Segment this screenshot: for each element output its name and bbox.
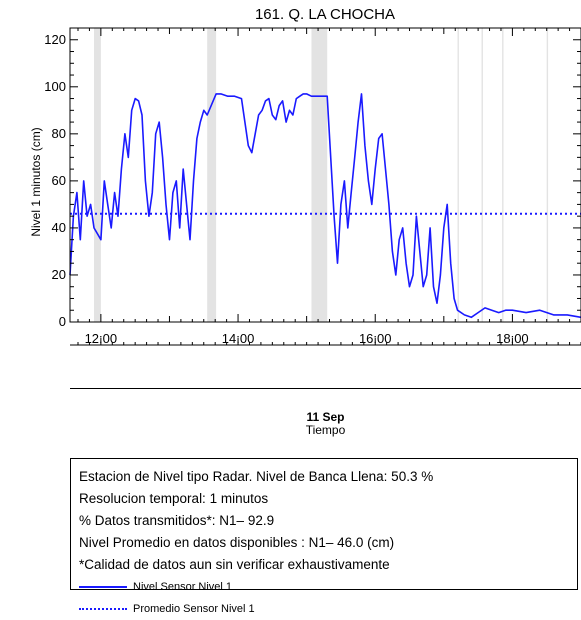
x-axis-title-block: 11 Sep Tiempo: [70, 411, 581, 437]
gap-band-1: [207, 28, 217, 322]
y-tick-label: 60: [52, 173, 66, 188]
separator-line: [70, 388, 581, 389]
legend-item-average: Promedio Sensor Nivel 1: [79, 598, 577, 620]
info-line-average: Nivel Promedio en datos disponibles : N1…: [79, 535, 395, 550]
y-tick-label: 80: [52, 126, 66, 141]
y-tick-label: 0: [59, 314, 66, 329]
gap-band-3: [457, 28, 459, 322]
gap-band-2: [311, 28, 328, 322]
chart-title: 161. Q. LA CHOCHA: [255, 6, 395, 23]
info-line-station: Estacion de Nivel tipo Radar. Nivel de B…: [79, 469, 434, 484]
legend-item-sensor: Nivel Sensor Nivel 1: [79, 576, 577, 598]
gap-band-5: [502, 28, 504, 322]
legend-label-average: Promedio Sensor Nivel 1: [133, 603, 255, 615]
data-gap-bands: [94, 28, 549, 322]
legend-label-sensor: Nivel Sensor Nivel 1: [133, 581, 233, 593]
y-tick-label: 20: [52, 267, 66, 282]
series-line-0: [69, 93, 581, 319]
y-tick-label: 120: [44, 32, 66, 47]
info-box: Estacion de Nivel tipo Radar. Nivel de B…: [70, 458, 578, 615]
y-axis-title: Nivel 1 minutos (cm): [29, 127, 43, 236]
plot-frame: [69, 27, 581, 323]
gap-band-6: [546, 28, 549, 322]
gap-band-4: [481, 28, 483, 322]
legend-swatch-solid: [79, 586, 127, 588]
series-layer: [69, 93, 581, 319]
info-line-quality: *Calidad de datos aun sin verificar exha…: [79, 557, 390, 572]
y-tick-label: 100: [44, 79, 66, 94]
date-label: 11 Sep: [306, 410, 345, 424]
info-line-resolution: Resolucion temporal: 1 minutos: [79, 491, 269, 506]
y-tick-label: 40: [52, 220, 66, 235]
info-line-transmitted: % Datos transmitidos*: N1– 92.9: [79, 513, 275, 528]
gap-band-0: [94, 28, 101, 322]
legend-swatch-dotted: [79, 608, 127, 610]
x-axis-title: Tiempo: [305, 423, 346, 437]
